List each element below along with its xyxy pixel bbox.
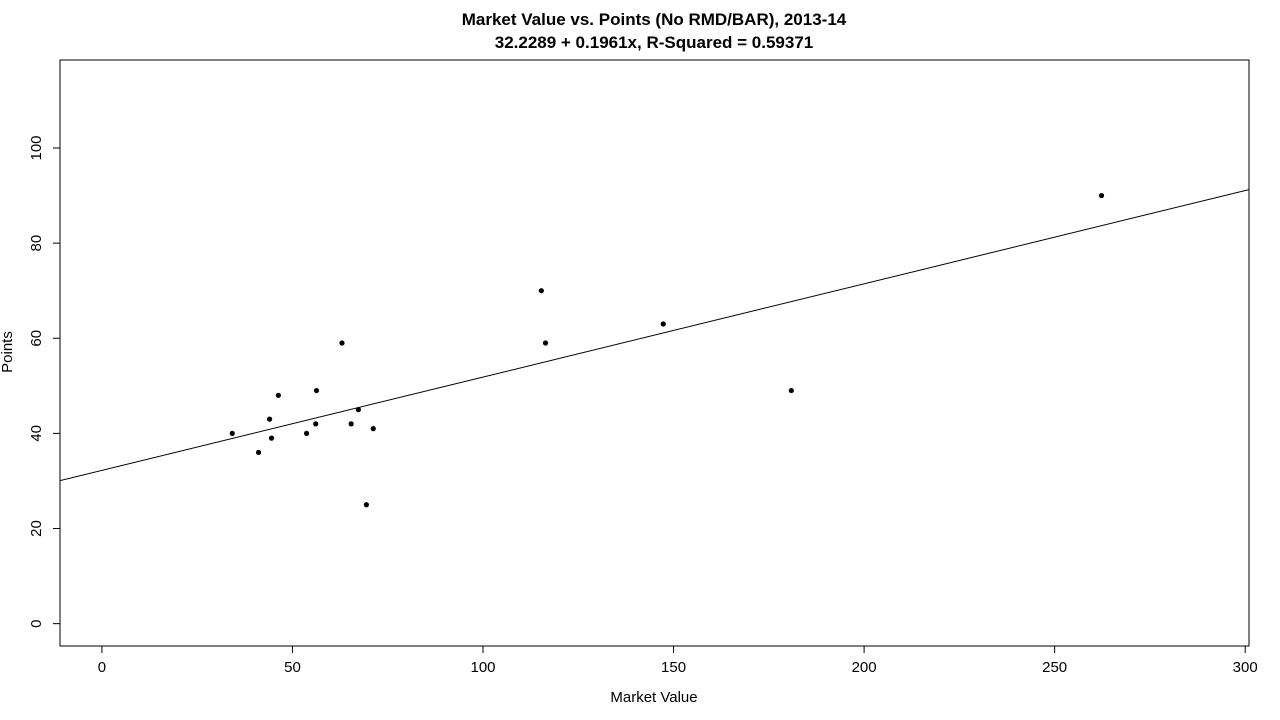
plot-layer xyxy=(60,189,1249,508)
x-tick-label: 200 xyxy=(852,659,877,676)
data-point xyxy=(275,392,281,398)
data-point xyxy=(255,449,262,456)
chart-title: Market Value vs. Points (No RMD/BAR), 20… xyxy=(462,10,847,29)
x-tick-label: 300 xyxy=(1233,659,1258,676)
x-tick-label: 50 xyxy=(284,659,301,676)
data-point xyxy=(542,340,549,346)
x-tick-label: 0 xyxy=(98,659,106,676)
y-tick-label: 100 xyxy=(28,135,45,160)
data-point xyxy=(363,502,369,508)
y-tick-label: 20 xyxy=(28,520,45,537)
data-point xyxy=(268,435,275,441)
x-axis: 0 50 100 150 200 250 300 xyxy=(98,645,1258,676)
data-point xyxy=(266,416,273,422)
x-tick-label: 100 xyxy=(470,659,495,676)
data-point xyxy=(339,340,345,346)
data-point xyxy=(313,421,319,427)
y-tick-label: 60 xyxy=(28,330,45,347)
regression-line xyxy=(60,189,1249,482)
y-tick-label: 80 xyxy=(28,235,45,252)
y-axis: 0 20 40 60 80 100 xyxy=(28,135,61,628)
y-tick-label: 40 xyxy=(28,425,45,442)
chart-subtitle: 32.2289 + 0.1961x, R-Squared = 0.59371 xyxy=(495,33,814,52)
data-point xyxy=(303,430,310,436)
y-tick-label: 0 xyxy=(28,619,45,627)
data-point xyxy=(660,321,666,327)
data-point xyxy=(348,421,354,427)
x-tick-label: 250 xyxy=(1042,659,1067,676)
data-point xyxy=(538,288,544,294)
data-point xyxy=(355,407,361,413)
data-point xyxy=(229,430,235,436)
data-point xyxy=(1098,192,1105,199)
plot-area xyxy=(59,59,1250,647)
data-point xyxy=(370,426,376,432)
y-axis-label: Points xyxy=(0,331,16,373)
x-axis-label: Market Value xyxy=(610,689,697,706)
data-point xyxy=(313,387,320,394)
data-point xyxy=(788,387,794,394)
x-tick-label: 150 xyxy=(661,659,686,676)
